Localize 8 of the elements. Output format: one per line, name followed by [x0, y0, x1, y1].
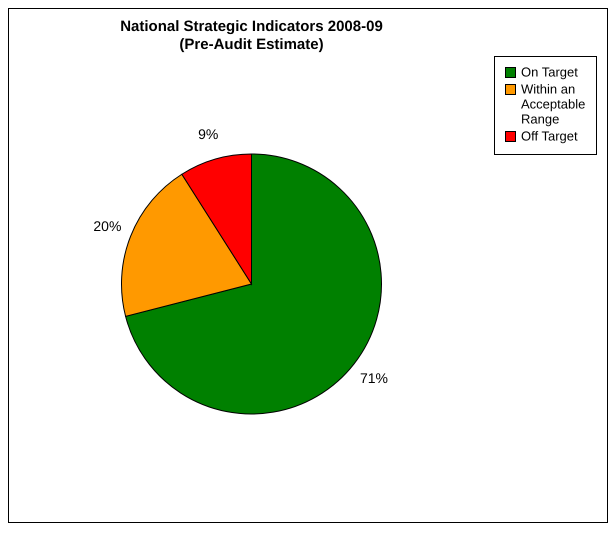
- chart-title: National Strategic Indicators 2008-09: [120, 18, 383, 35]
- data-label: 20%: [93, 218, 122, 234]
- data-label: 9%: [198, 126, 218, 142]
- data-label: 71%: [360, 370, 388, 386]
- legend-label: Within an Acceptable Range: [521, 82, 586, 126]
- legend-label: On Target: [521, 64, 578, 80]
- legend-label: Off Target: [521, 128, 578, 144]
- chart-subtitle: (Pre-Audit Estimate): [179, 36, 324, 53]
